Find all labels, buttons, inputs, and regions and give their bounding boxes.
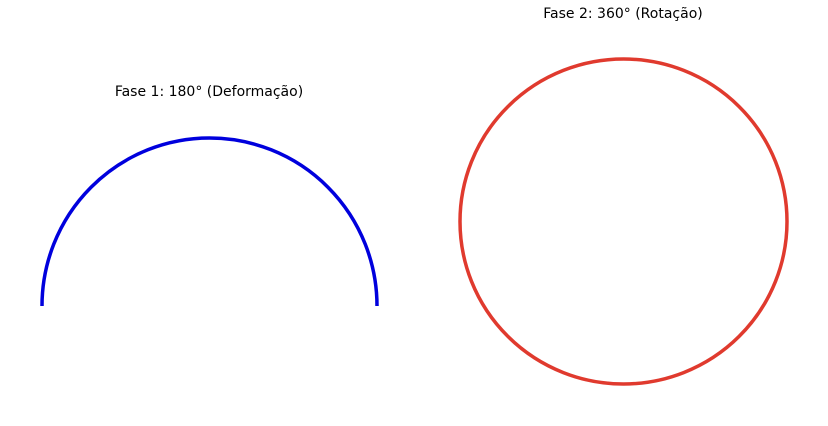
phase-2-title: Fase 2: 360° (Rotação) <box>543 6 703 22</box>
phase-2-panel: Fase 2: 360° (Rotação) <box>414 0 828 426</box>
phase-1-panel: Fase 1: 180° (Deformação) <box>40 84 379 307</box>
full-circle <box>458 57 789 386</box>
phase-2-circle <box>458 57 789 386</box>
phase-1-title: Fase 1: 180° (Deformação) <box>114 84 304 100</box>
phase-1-semicircle <box>40 136 379 307</box>
semicircle-arc <box>40 136 379 307</box>
